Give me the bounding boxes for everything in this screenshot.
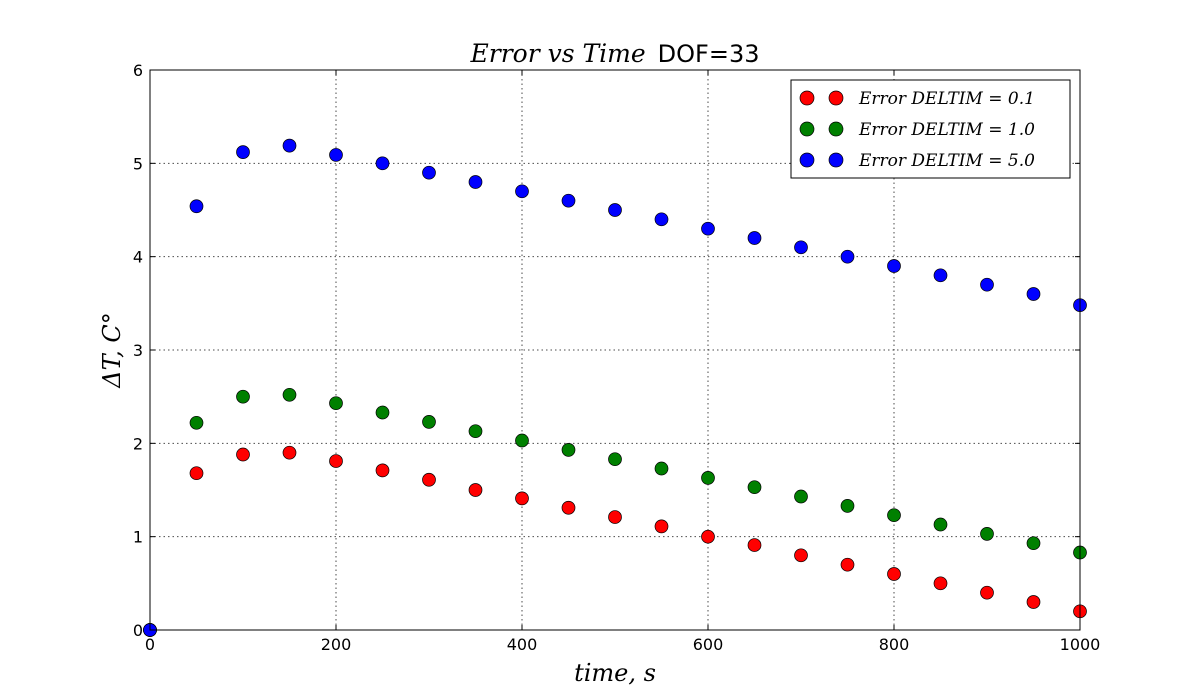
data-point-series-2 (933, 517, 948, 532)
data-point-series-3 (794, 240, 808, 255)
data-point-series-3 (654, 212, 669, 227)
legend-items: Error DELTIM = 0.1 Error DELTIM = 1.0 Erro… (799, 89, 1035, 171)
x-tick-label: 600 (693, 635, 724, 654)
data-point-series-1 (189, 466, 204, 481)
data-point-series-2 (794, 489, 808, 504)
data-point-series-3 (189, 199, 204, 214)
data-point-series-1 (608, 510, 622, 524)
data-point-series-2 (701, 471, 715, 485)
data-point-series-1 (561, 500, 576, 515)
data-point-series-1 (1026, 595, 1041, 609)
data-point-series-3 (561, 193, 576, 208)
data-point-series-1 (654, 519, 669, 534)
y-tick-label: 5 (133, 154, 143, 173)
data-point-series-1 (375, 463, 390, 478)
axis-ticks: 0 200 400 600 800 1000 0 1 2 3 4 5 6 (133, 61, 1101, 654)
data-point-series-2 (654, 461, 669, 476)
data-point-series-3 (236, 145, 250, 159)
y-tick-label: 0 (133, 621, 143, 640)
data-point-series-3 (608, 203, 622, 217)
data-point-series-2 (747, 480, 762, 495)
legend-marker-1 (799, 90, 815, 106)
data-point-series-2 (1026, 536, 1041, 551)
chart-title-plain: DOF=33 (658, 40, 760, 68)
y-tick-label: 1 (133, 528, 143, 547)
data-point-series-2 (189, 415, 204, 430)
data-point-series-3 (375, 156, 390, 171)
data-point-series-1 (282, 445, 297, 460)
data-point-series-3 (747, 231, 762, 245)
data-point-series-1 (794, 548, 808, 563)
data-point-series-2 (515, 433, 529, 448)
data-point-series-1 (887, 567, 901, 581)
y-axis-label: ΔT, C° (98, 312, 126, 388)
data-point-series-2 (840, 499, 855, 513)
legend-label-1: Error DELTIM = 0.1 (858, 89, 1035, 109)
y-tick-label: 2 (133, 434, 143, 453)
data-point-series-3 (329, 148, 343, 162)
data-point-series-2 (980, 527, 994, 541)
data-point-series-1 (701, 529, 715, 544)
data-point-series-2 (468, 424, 483, 439)
legend-marker-2 (799, 121, 815, 137)
y-tick-label: 3 (133, 341, 143, 360)
data-point-series-2 (375, 405, 390, 420)
data-point-series-1 (933, 576, 948, 591)
x-tick-label: 0 (145, 635, 155, 654)
data-point-series-1 (468, 483, 483, 497)
chart-title-math: Error vs Time (470, 39, 646, 68)
data-point-series-1 (515, 491, 529, 506)
data-points (143, 138, 1087, 637)
data-point-series-3 (468, 175, 483, 189)
data-point-series-1 (236, 447, 250, 462)
data-point-series-3 (933, 268, 948, 283)
data-point-series-2 (887, 508, 901, 523)
data-point-series-2 (561, 443, 576, 457)
legend-label-2: Error DELTIM = 1.0 (858, 120, 1035, 140)
data-point-series-2 (608, 452, 622, 467)
data-point-series-2 (422, 415, 436, 429)
x-tick-label: 400 (507, 635, 538, 654)
legend-marker-3 (828, 152, 844, 168)
legend-marker-1 (828, 90, 844, 106)
y-tick-label: 6 (133, 61, 143, 80)
x-tick-label: 200 (321, 635, 352, 654)
x-tick-label: 800 (879, 635, 910, 654)
data-point-series-3 (1026, 287, 1041, 301)
data-point-series-3 (515, 184, 529, 199)
legend-marker-3 (799, 152, 815, 168)
y-tick-label: 4 (133, 248, 143, 267)
data-point-series-2 (282, 387, 297, 402)
x-axis-label: time, s (574, 659, 656, 687)
data-point-series-2 (236, 389, 250, 404)
data-point-series-3 (840, 249, 855, 264)
data-point-series-3 (282, 138, 297, 153)
legend-marker-2 (828, 121, 844, 137)
legend: Error DELTIM = 0.1 Error DELTIM = 1.0 Erro… (790, 79, 1071, 179)
chart-title: Error vs Time DOF=33 (470, 39, 760, 68)
data-point-series-2 (329, 396, 343, 411)
data-point-series-3 (701, 221, 715, 236)
x-tick-label: 1000 (1060, 635, 1101, 654)
data-point-series-1 (840, 557, 855, 572)
data-point-series-3 (422, 165, 436, 180)
legend-label-3: Error DELTIM = 5.0 (858, 151, 1035, 171)
data-point-series-1 (422, 472, 436, 487)
data-point-series-3 (887, 259, 901, 273)
data-point-series-1 (980, 585, 994, 600)
data-point-series-1 (747, 538, 762, 552)
data-point-series-1 (329, 454, 343, 468)
data-point-series-3 (980, 277, 994, 292)
